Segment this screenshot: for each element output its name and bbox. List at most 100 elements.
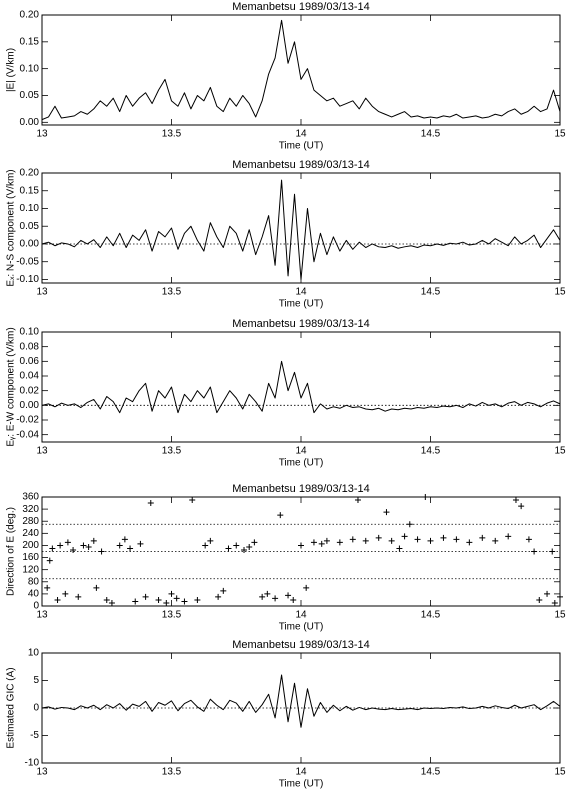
- data-point: [80, 542, 87, 549]
- y-tick-label: 0.05: [20, 90, 40, 101]
- x-axis-label: Time (UT): [279, 141, 324, 152]
- y-tick-label: -0.02: [16, 415, 39, 426]
- plot-frame: [41, 331, 561, 443]
- y-tick-label: 320: [22, 504, 39, 515]
- data-point: [246, 543, 253, 550]
- data-point: [298, 542, 304, 549]
- data-point: [121, 536, 128, 543]
- y-tick-label: 0.08: [20, 341, 40, 352]
- data-line: [41, 360, 561, 414]
- x-tick-label: 14.5: [421, 287, 441, 298]
- data-point: [108, 599, 115, 606]
- data-point: [544, 590, 551, 597]
- y-tick-label: 0.00: [20, 239, 40, 250]
- data-point: [479, 534, 486, 541]
- x-tick-label: 14: [295, 767, 307, 778]
- y-tick-label: 0.10: [20, 327, 40, 338]
- data-point: [103, 596, 110, 603]
- data-point: [251, 539, 258, 546]
- data-point: [388, 537, 395, 544]
- data-point: [512, 497, 519, 504]
- x-tick-label: 13: [36, 287, 48, 298]
- data-point: [98, 548, 105, 555]
- x-tick-label: 15: [554, 610, 566, 621]
- y-tick-label: 0.00: [20, 117, 40, 128]
- data-point: [318, 540, 325, 547]
- data-point: [70, 546, 77, 553]
- data-point: [49, 545, 56, 552]
- data-point: [46, 557, 53, 564]
- y-tick-label: 0: [33, 703, 39, 714]
- y-tick-label: 0.04: [20, 371, 40, 382]
- data-point: [137, 540, 144, 547]
- plot-frame: [41, 652, 561, 764]
- chart-title: Memanbetsu 1989/03/13-14: [232, 639, 370, 651]
- data-point: [202, 542, 209, 549]
- data-point: [551, 599, 558, 606]
- data-point: [181, 598, 188, 605]
- x-tick-label: 13: [36, 610, 48, 621]
- data-point: [290, 596, 297, 603]
- x-tick-label: 13: [36, 446, 48, 457]
- data-point: [132, 598, 139, 605]
- data-point: [362, 537, 369, 544]
- data-point: [466, 539, 473, 546]
- data-point: [531, 548, 538, 555]
- y-tick-label: -0.05: [16, 256, 39, 267]
- y-tick-label: 240: [22, 528, 39, 539]
- x-tick-label: 13.5: [162, 610, 182, 621]
- data-point: [64, 539, 71, 546]
- plot-frame: [41, 172, 561, 284]
- data-point: [142, 593, 149, 600]
- x-tick-label: 13.5: [162, 287, 182, 298]
- data-point: [75, 593, 82, 600]
- y-tick-label: 360: [22, 492, 39, 503]
- data-point: [354, 497, 361, 504]
- plot-frame: [41, 14, 561, 126]
- y-axis-label: Estimated GIC (A): [6, 667, 17, 748]
- x-tick-label: 14.5: [421, 767, 441, 778]
- data-point: [383, 509, 390, 516]
- x-axis-label: Time (UT): [279, 458, 324, 469]
- data-point: [85, 543, 92, 550]
- data-point: [233, 542, 240, 549]
- x-tick-label: 13: [36, 129, 48, 140]
- y-tick-label: 80: [28, 576, 40, 587]
- data-line: [41, 674, 561, 728]
- data-point: [518, 503, 525, 510]
- y-tick-label: 0.02: [20, 385, 40, 396]
- data-point: [264, 590, 271, 597]
- y-tick-label: -0.10: [16, 274, 39, 285]
- data-point: [220, 587, 227, 594]
- data-point: [505, 533, 512, 540]
- y-tick-label: -10: [25, 758, 40, 769]
- y-tick-label: 0.20: [20, 168, 40, 179]
- data-point: [453, 536, 460, 543]
- x-tick-label: 14.5: [421, 446, 441, 457]
- x-tick-label: 15: [554, 446, 566, 457]
- y-tick-label: 0.15: [20, 185, 40, 196]
- data-point: [277, 512, 284, 519]
- data-point: [163, 599, 170, 606]
- y-axis-label: Eₓ: N-S component (V/km): [6, 169, 17, 286]
- data-point: [207, 537, 214, 544]
- data-point: [310, 539, 317, 546]
- data-point: [323, 537, 330, 544]
- data-point: [90, 537, 97, 544]
- x-tick-label: 14: [295, 287, 307, 298]
- data-point: [44, 584, 51, 591]
- data-point: [155, 596, 162, 603]
- x-tick-label: 15: [554, 129, 566, 140]
- y-axis-label: Eᵧ: E-W component (V/km): [6, 327, 17, 446]
- chart-title: Memanbetsu 1989/03/13-14: [232, 483, 370, 495]
- data-point: [272, 595, 279, 602]
- y-tick-label: 120: [22, 564, 39, 575]
- data-point: [285, 592, 292, 599]
- data-line: [41, 19, 561, 121]
- data-line: [41, 179, 561, 280]
- y-tick-label: 0.06: [20, 356, 40, 367]
- data-point: [414, 536, 421, 543]
- y-tick-label: 0: [33, 601, 39, 612]
- y-tick-label: -5: [30, 730, 39, 741]
